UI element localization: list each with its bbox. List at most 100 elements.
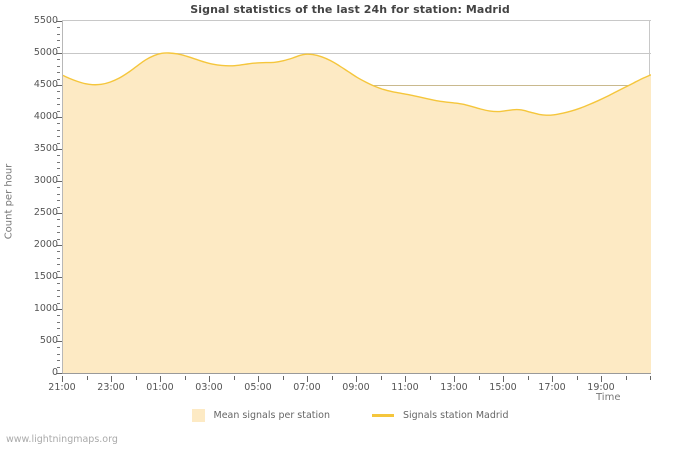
y-axis-tick bbox=[57, 181, 62, 182]
series-area-mean-signals bbox=[63, 52, 651, 373]
x-axis-tick-label: 05:00 bbox=[244, 382, 272, 393]
x-axis-tick bbox=[258, 376, 259, 382]
x-axis-tick-label: 13:00 bbox=[440, 382, 468, 393]
x-axis-minor-tick bbox=[576, 376, 578, 380]
x-axis-minor-tick bbox=[625, 376, 627, 380]
x-axis-tick-label: 17:00 bbox=[538, 382, 566, 393]
plot-area bbox=[62, 21, 651, 373]
y-axis-minor-tick bbox=[57, 360, 60, 362]
y-axis-minor-tick bbox=[57, 302, 60, 304]
y-axis-minor-tick bbox=[57, 129, 60, 131]
y-axis-minor-tick bbox=[57, 251, 60, 253]
x-axis-minor-tick bbox=[380, 376, 382, 380]
y-axis-tick-label: 2000 bbox=[33, 239, 58, 250]
y-axis-minor-tick bbox=[57, 366, 60, 368]
y-axis-tick-label: 4000 bbox=[33, 111, 58, 122]
y-axis-labels: 0 500 1000 1500 2000 2500 3000 3500 4000 4500 5000… bbox=[0, 0, 62, 450]
x-axis-tick bbox=[601, 376, 602, 382]
x-axis-minor-tick bbox=[86, 376, 88, 380]
y-axis-minor-tick bbox=[57, 219, 60, 221]
y-axis-minor-tick bbox=[57, 78, 60, 80]
y-axis-tick bbox=[57, 245, 62, 246]
y-axis-tick-label: 2500 bbox=[33, 207, 58, 218]
y-axis-minor-tick bbox=[57, 315, 60, 317]
y-axis-tick bbox=[57, 149, 62, 150]
x-axis-tick bbox=[405, 376, 406, 382]
x-axis-tick bbox=[62, 376, 63, 382]
y-axis-tick bbox=[57, 309, 62, 310]
y-axis-tick-label: 500 bbox=[39, 335, 58, 346]
plot-frame-top bbox=[62, 20, 651, 21]
legend-item-signals-station: Signals station Madrid bbox=[371, 410, 509, 421]
x-axis-tick-label: 11:00 bbox=[391, 382, 419, 393]
x-axis-tick bbox=[307, 376, 308, 382]
x-axis-tick bbox=[503, 376, 504, 382]
y-axis-minor-tick bbox=[57, 136, 60, 138]
y-axis-tick bbox=[57, 373, 62, 374]
y-axis-minor-tick bbox=[57, 200, 60, 202]
y-axis-minor-tick bbox=[57, 155, 60, 157]
x-axis-tick bbox=[209, 376, 210, 382]
x-axis-tick-label: 23:00 bbox=[97, 382, 125, 393]
y-axis-minor-tick bbox=[57, 59, 60, 61]
series-line-signals-station bbox=[63, 52, 651, 116]
x-axis-tick bbox=[160, 376, 161, 382]
x-axis-tick bbox=[356, 376, 357, 382]
y-axis-tick-label: 1500 bbox=[33, 271, 58, 282]
y-axis-tick-label: 1000 bbox=[33, 303, 58, 314]
chart-title: Signal statistics of the last 24h for st… bbox=[190, 3, 510, 16]
y-axis-minor-tick bbox=[57, 161, 60, 163]
y-axis-minor-tick bbox=[57, 91, 60, 93]
gridline bbox=[63, 53, 651, 54]
y-axis-tick-label: 5000 bbox=[33, 47, 58, 58]
y-axis-tick bbox=[57, 85, 62, 86]
x-axis-minor-tick bbox=[135, 376, 137, 380]
x-axis-tick-label: 07:00 bbox=[293, 382, 321, 393]
y-axis-tick bbox=[57, 341, 62, 342]
y-axis-minor-tick bbox=[57, 283, 60, 285]
x-axis-minor-tick bbox=[233, 376, 235, 380]
x-axis-tick-label: 21:00 bbox=[48, 382, 76, 393]
y-axis-minor-tick bbox=[57, 97, 60, 99]
y-axis-minor-tick bbox=[57, 296, 60, 298]
y-axis-minor-tick bbox=[57, 65, 60, 67]
y-axis-minor-tick bbox=[57, 174, 60, 176]
legend-label-mean-signals: Mean signals per station bbox=[213, 410, 330, 421]
y-axis-minor-tick bbox=[57, 289, 60, 291]
y-axis-tick-label: 4500 bbox=[33, 79, 58, 90]
y-axis-tick bbox=[57, 53, 62, 54]
y-axis-minor-tick bbox=[57, 72, 60, 74]
y-axis-minor-tick bbox=[57, 168, 60, 170]
x-axis-tick-label: 19:00 bbox=[587, 382, 615, 393]
y-axis-tick-label: 3500 bbox=[33, 143, 58, 154]
x-axis-tick-label: 09:00 bbox=[342, 382, 370, 393]
y-axis-minor-tick bbox=[57, 353, 60, 355]
x-axis-minor-tick bbox=[282, 376, 284, 380]
y-axis-minor-tick bbox=[57, 187, 60, 189]
x-axis-title: Time bbox=[596, 392, 621, 403]
y-axis-minor-tick bbox=[57, 257, 60, 259]
y-axis-minor-tick bbox=[57, 334, 60, 336]
area-fill-path bbox=[63, 52, 651, 373]
y-axis-minor-tick bbox=[57, 46, 60, 48]
y-axis-minor-tick bbox=[57, 40, 60, 42]
x-axis-minor-tick bbox=[527, 376, 529, 380]
y-axis-minor-tick bbox=[57, 264, 60, 266]
x-axis-labels: 21:00 23:00 01:00 03:00 05:00 07:00 09:00 11:00… bbox=[0, 376, 700, 393]
y-axis-minor-tick bbox=[57, 347, 60, 349]
x-axis-tick-label: 01:00 bbox=[146, 382, 174, 393]
y-axis-minor-tick bbox=[57, 328, 60, 330]
y-axis-tick-label: 3000 bbox=[33, 175, 58, 186]
x-axis-minor-tick bbox=[184, 376, 186, 380]
y-axis-title: Count per hour bbox=[3, 163, 15, 240]
area-swatch-icon bbox=[191, 409, 205, 422]
y-axis-minor-tick bbox=[57, 27, 60, 29]
y-axis-tick bbox=[57, 213, 62, 214]
y-axis-minor-tick bbox=[57, 238, 60, 240]
legend-label-signals-station: Signals station Madrid bbox=[402, 410, 509, 421]
line-swatch-icon bbox=[371, 414, 394, 417]
y-axis-minor-tick bbox=[57, 142, 60, 144]
chart-legend: Mean signals per station Signals station… bbox=[0, 409, 700, 422]
y-axis-minor-tick bbox=[57, 206, 60, 208]
